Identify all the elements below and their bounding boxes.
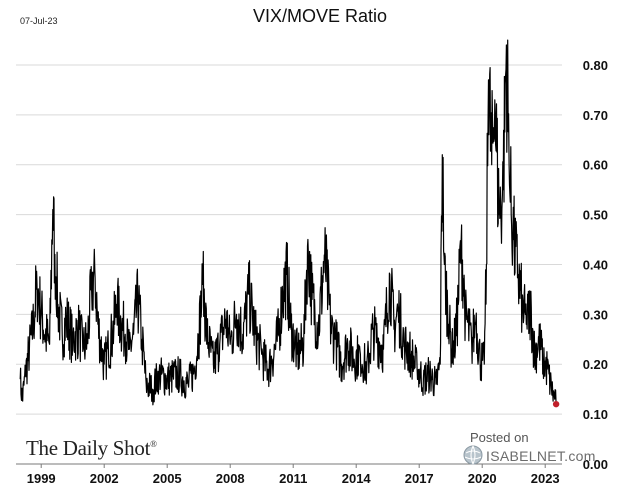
x-tick-label: 2017: [405, 471, 434, 486]
logo-registered-mark: ®: [150, 439, 157, 449]
x-tick-label: 1999: [27, 471, 56, 486]
y-tick-label: 0.30: [583, 307, 608, 322]
y-tick-label: 0.60: [583, 158, 608, 173]
latest-value-marker: [552, 400, 560, 408]
series-line-vix-move: [19, 39, 557, 406]
logo-text: The Daily Shot: [26, 436, 151, 460]
isabelnet-brand: ISABELNET.com: [486, 448, 596, 464]
x-tick-label: 2014: [342, 471, 372, 486]
y-tick-label: 0.50: [583, 208, 608, 223]
y-tick-label: 0.20: [583, 357, 608, 372]
x-tick-label: 2011: [279, 471, 307, 486]
x-tick-label: 2005: [153, 471, 182, 486]
x-tick-label: 2023: [531, 471, 560, 486]
globe-icon: [463, 445, 483, 465]
series-layer: [19, 39, 560, 408]
y-tick-label: 0.40: [583, 257, 608, 272]
x-tick-label: 2020: [468, 471, 497, 486]
chart-title: VIX/MOVE Ratio: [252, 6, 388, 26]
y-tick-label: 0.00: [583, 457, 608, 472]
date-stamp: 07-Jul-23: [20, 16, 58, 26]
y-tick-label: 0.10: [583, 407, 608, 422]
x-axis-ticks: 1999 2002 2005 2008 2011 2014 2017 2020 2023: [16, 463, 562, 486]
y-axis-ticks: 0.00 0.10 0.20 0.30 0.40 0.50 0.60 0.70 0.80: [583, 58, 608, 472]
x-tick-label: 2002: [90, 471, 119, 486]
y-tick-label: 0.70: [583, 108, 608, 123]
x-tick-label: 2008: [216, 471, 245, 486]
y-tick-label: 0.80: [583, 58, 608, 73]
daily-shot-logo: The Daily Shot®: [26, 436, 157, 461]
posted-on-label: Posted on: [470, 430, 529, 445]
